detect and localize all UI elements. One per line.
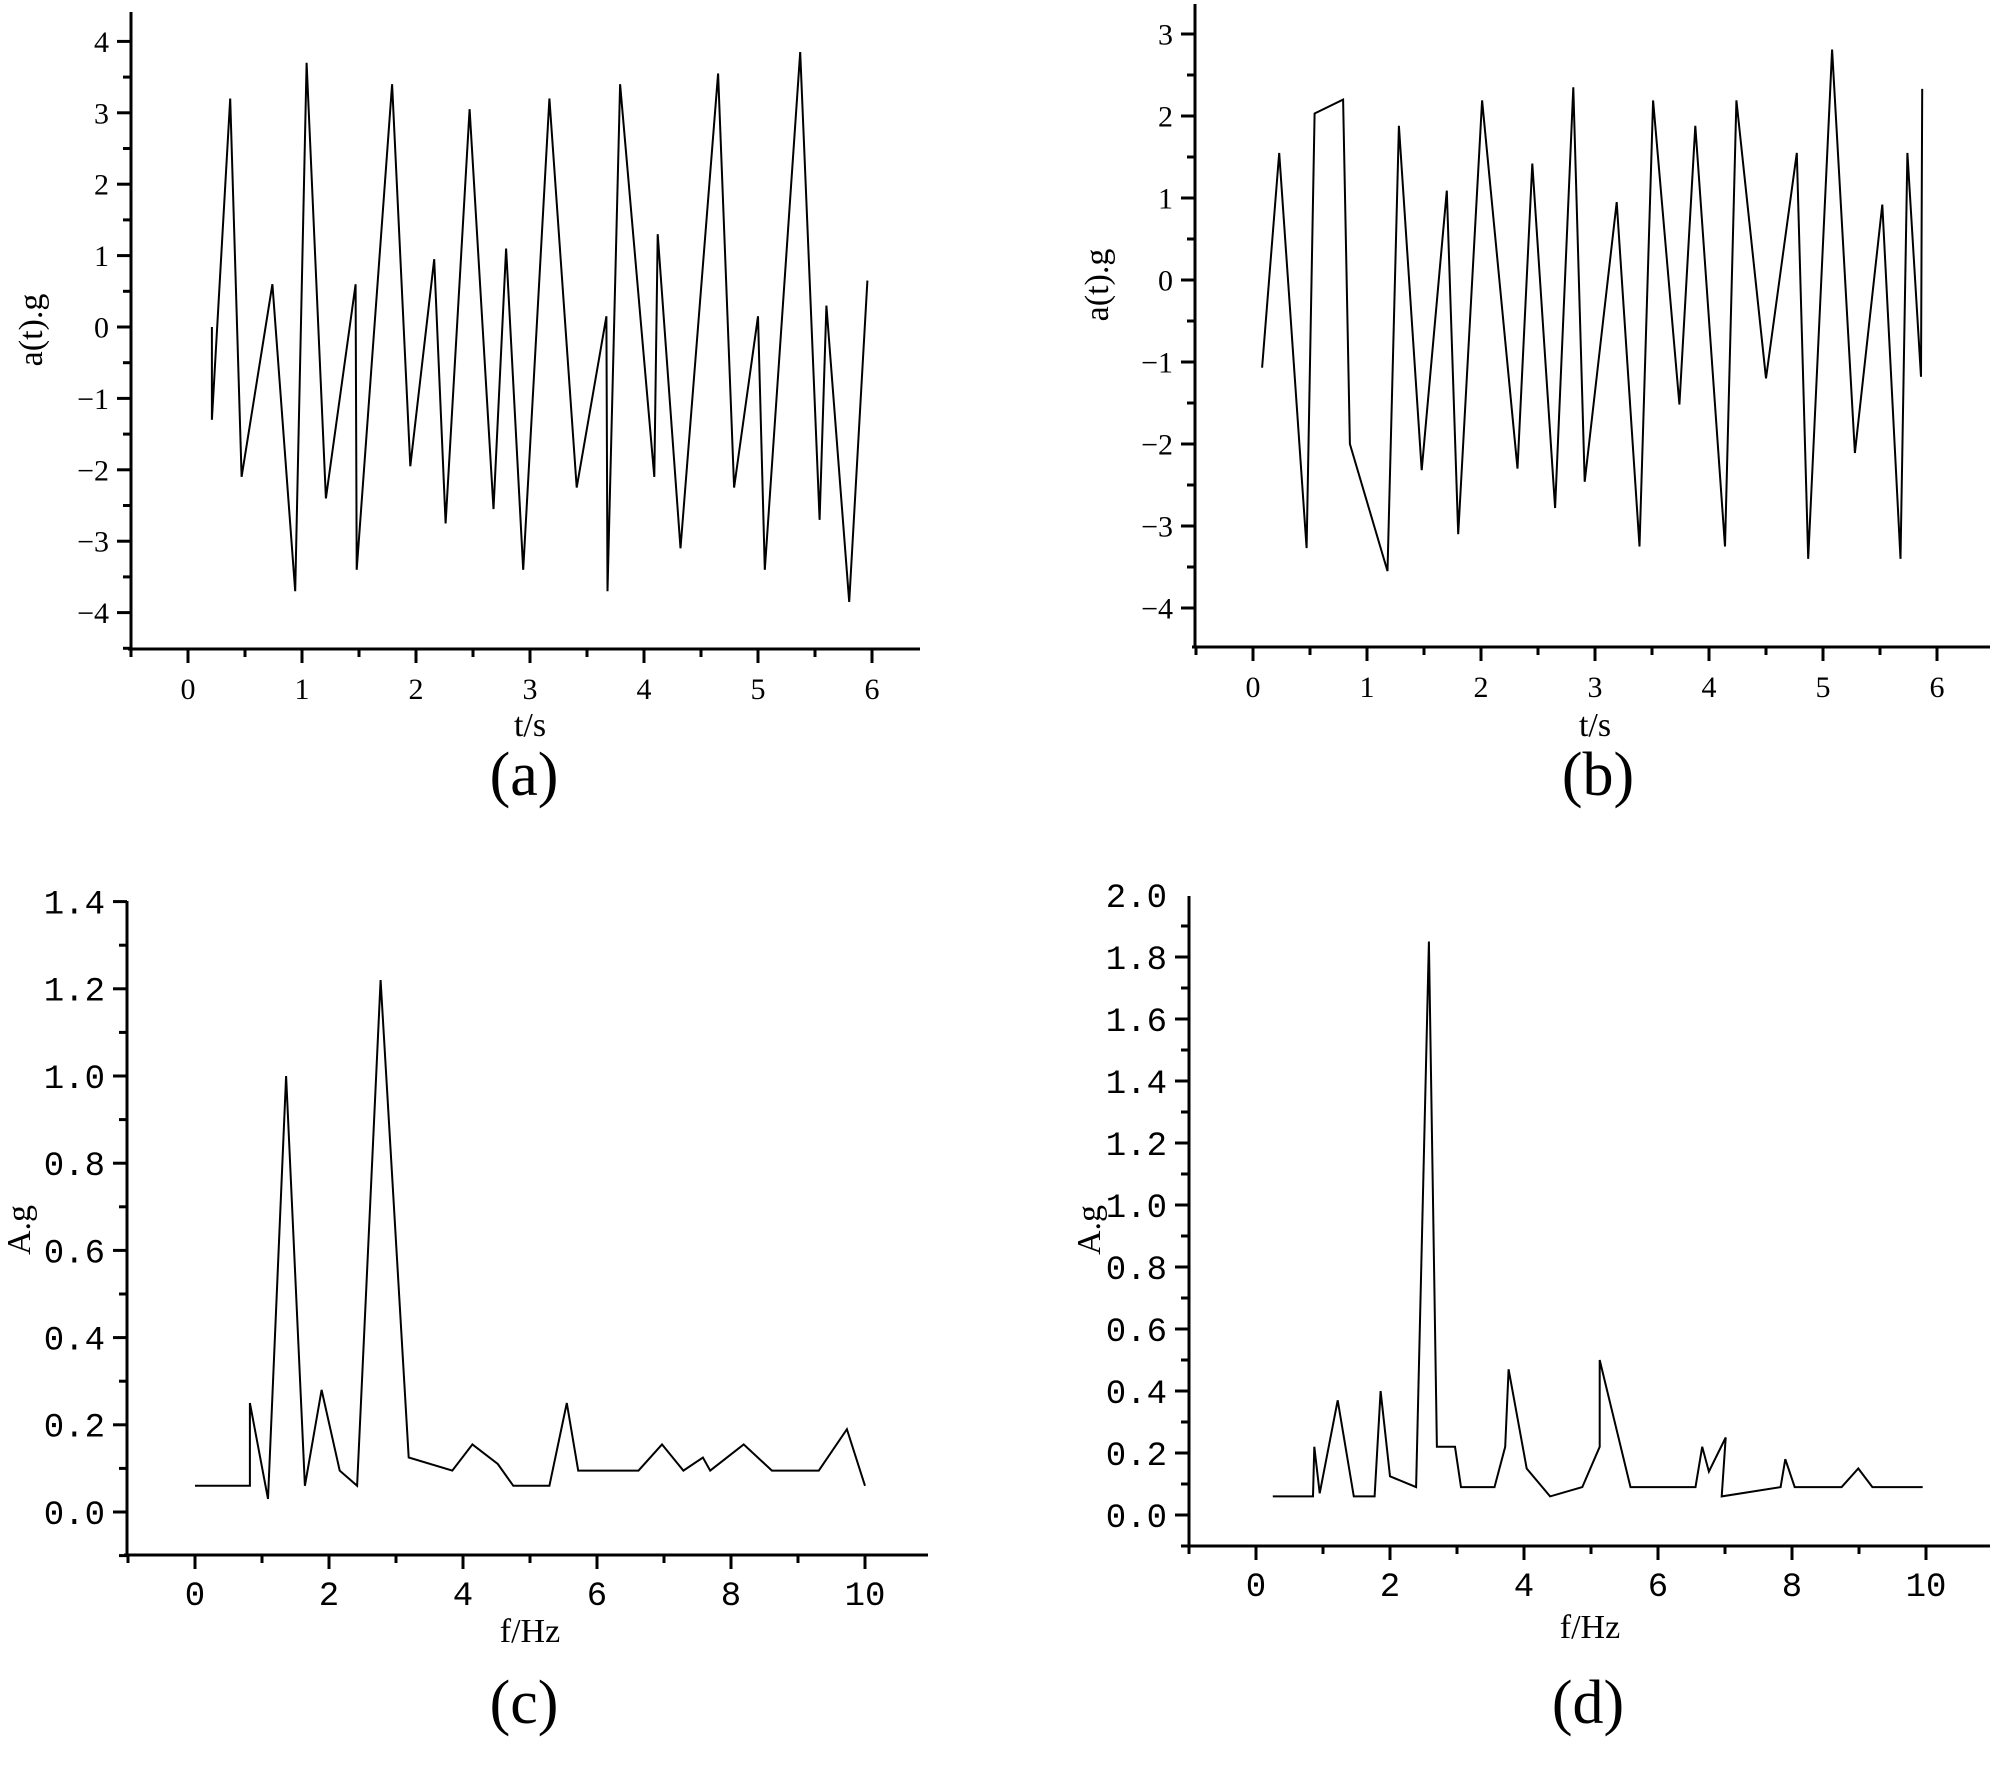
y-tick-label: 0.4 (1106, 1376, 1167, 1414)
y-tick-label: 1 (94, 240, 109, 273)
y-tick-label: −4 (77, 597, 109, 630)
x-tick-label: 4 (637, 673, 652, 706)
panel-c: 0 2 4 6 8 10 0.0 0.2 0.4 0.6 0.8 1.0 1.2 1.4 f/Hz A.g (1, 887, 928, 1650)
y-tick-label: 1.4 (1106, 1066, 1167, 1104)
x-tick-label: 10 (845, 1578, 886, 1616)
y-tick-label: 0.0 (44, 1497, 105, 1535)
x-tick-label: 6 (865, 673, 880, 706)
y-tick-label: 1.4 (44, 887, 105, 925)
x-tick-label: 4 (453, 1578, 473, 1616)
y-tick-label: 1.2 (44, 974, 105, 1012)
x-tick-label: 2 (409, 673, 424, 706)
x-tick-label: 6 (587, 1578, 607, 1616)
panel-a: 0 1 2 3 4 5 6 −4 −3 −2 −1 0 1 2 3 4 t/s a(t).g (13, 12, 920, 744)
x-tick-label: 6 (1648, 1569, 1668, 1607)
y-axis-label: A.g (1, 1205, 38, 1255)
y-tick-label: −3 (77, 526, 109, 559)
data-series-line (1261, 49, 1924, 572)
y-tick-label: 0.2 (1106, 1438, 1167, 1476)
x-tick-label: 5 (751, 673, 766, 706)
x-tick-label: 0 (1246, 1569, 1266, 1607)
x-tick-label: 6 (1930, 671, 1945, 704)
x-tick-label: 2 (319, 1578, 339, 1616)
x-tick-label: 0 (1246, 671, 1261, 704)
y-tick-label: 4 (94, 26, 109, 59)
y-tick-label: 0.8 (44, 1148, 105, 1186)
x-tick-label: 4 (1702, 671, 1717, 704)
x-tick-label: 1 (295, 673, 310, 706)
data-series-line (1272, 941, 1923, 1498)
x-tick-label: 0 (181, 673, 196, 706)
x-tick-label: 3 (523, 673, 538, 706)
y-tick-label: 1.8 (1106, 942, 1167, 980)
x-axis-label: t/s (514, 707, 546, 744)
caption-d: (d) (1551, 1669, 1625, 1737)
x-axis-label: t/s (1579, 707, 1611, 744)
y-axis-label: a(t).g (13, 294, 50, 367)
x-tick-label: 8 (1782, 1569, 1802, 1607)
y-tick-label: 0.4 (44, 1323, 105, 1361)
caption-b: (b) (1561, 741, 1635, 809)
data-series-line (210, 52, 869, 602)
panel-d: 0 2 4 6 8 10 0.0 0.2 0.4 0.6 0.8 1.0 1.2 1.4 1.6 1.8 2.0… (1071, 880, 1990, 1646)
x-tick-label: 10 (1906, 1569, 1947, 1607)
y-tick-label: 0.8 (1106, 1252, 1167, 1290)
y-tick-label: 0 (94, 312, 109, 345)
x-tick-label: 0 (185, 1578, 205, 1616)
y-tick-label: 2.0 (1106, 880, 1167, 918)
x-tick-label: 1 (1360, 671, 1375, 704)
y-tick-label: −1 (1141, 347, 1173, 380)
y-tick-label: −3 (1141, 511, 1173, 544)
x-tick-label: 8 (721, 1578, 741, 1616)
x-tick-label: 5 (1816, 671, 1831, 704)
y-tick-label: 0.6 (1106, 1314, 1167, 1352)
y-tick-label: 1.6 (1106, 1004, 1167, 1042)
y-tick-label: −2 (1141, 429, 1173, 462)
y-tick-label: 0 (1158, 265, 1173, 298)
y-tick-label: 3 (1158, 19, 1173, 52)
y-tick-label: 0.2 (44, 1410, 105, 1448)
y-tick-label: 1.0 (44, 1061, 105, 1099)
y-tick-label: −1 (77, 383, 109, 416)
y-axis-label: A.g (1071, 1205, 1108, 1255)
y-tick-label: 1.2 (1106, 1128, 1167, 1166)
x-tick-label: 2 (1474, 671, 1489, 704)
y-tick-label: −2 (77, 454, 109, 487)
y-axis-label: a(t).g (1079, 249, 1116, 322)
caption-a: (a) (489, 741, 559, 809)
x-tick-label: 2 (1380, 1569, 1400, 1607)
y-tick-label: 2 (1158, 101, 1173, 134)
y-tick-label: 0.0 (1106, 1500, 1167, 1538)
y-tick-label: 0.6 (44, 1235, 105, 1273)
y-tick-label: 3 (94, 97, 109, 130)
data-series-line (195, 980, 866, 1500)
y-tick-label: −4 (1141, 593, 1173, 626)
x-tick-label: 4 (1514, 1569, 1534, 1607)
x-axis-label: f/Hz (1560, 1609, 1620, 1646)
caption-c: (c) (489, 1669, 559, 1737)
y-tick-label: 2 (94, 169, 109, 202)
x-tick-label: 3 (1588, 671, 1603, 704)
x-axis-label: f/Hz (500, 1613, 560, 1650)
y-tick-label: 1.0 (1106, 1190, 1167, 1228)
y-tick-label: 1 (1158, 183, 1173, 216)
